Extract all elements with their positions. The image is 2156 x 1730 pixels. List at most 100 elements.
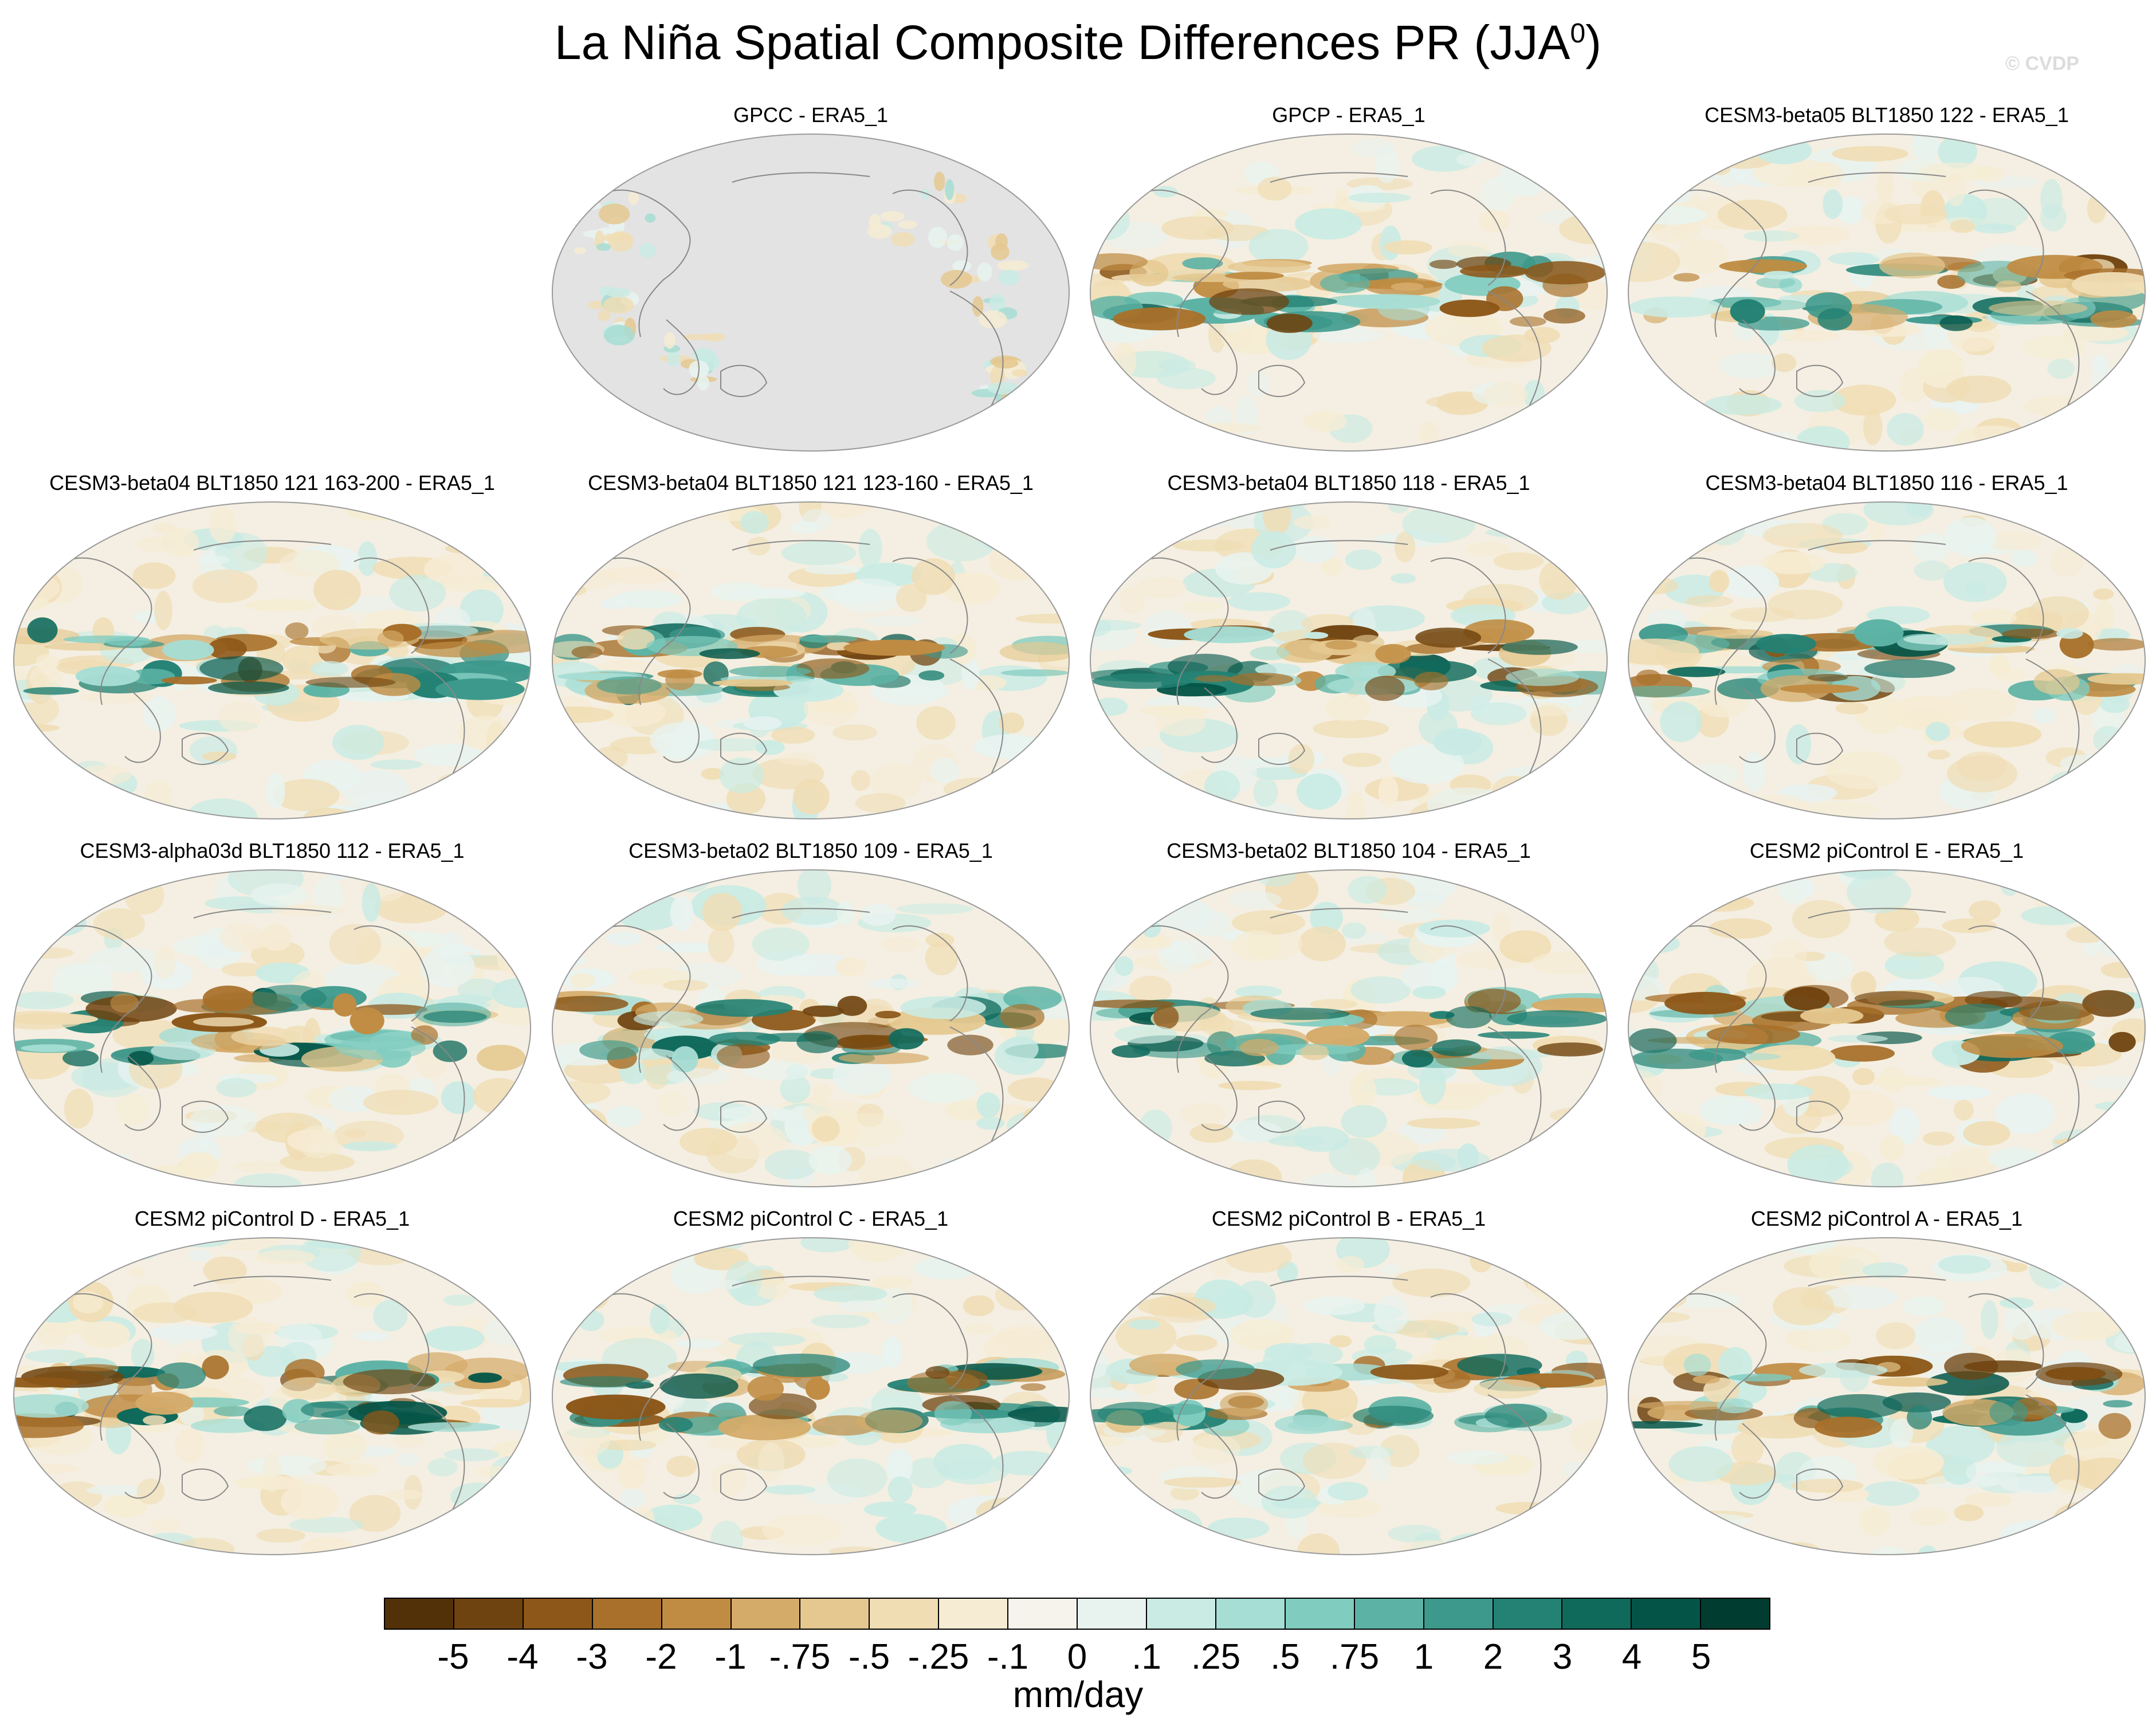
anomaly-patch (1927, 750, 1950, 760)
tropical-anomaly (1195, 675, 1232, 682)
anomaly-patch (1674, 514, 1718, 531)
anomaly-patch (808, 1146, 852, 1175)
coastline (603, 189, 691, 338)
anomaly-patch (1628, 910, 1677, 929)
anomaly-patch (1163, 1477, 1241, 1488)
coastline (182, 1468, 229, 1501)
tropical-anomaly (1306, 1025, 1370, 1048)
anomaly-patch (448, 1238, 524, 1272)
tropical-anomaly (716, 1044, 770, 1069)
tropical-anomaly (2082, 990, 2135, 1017)
colorbar-segment (1493, 1599, 1563, 1629)
anomaly-patch (2114, 1332, 2144, 1353)
anomaly-patch (14, 1168, 68, 1187)
coastline (1808, 172, 1946, 183)
tropical-anomaly (110, 993, 139, 1013)
coastline (1487, 1394, 1542, 1533)
map-panel (1628, 869, 2146, 1187)
anomaly-patch (1717, 199, 1788, 230)
anomaly-patch (233, 1173, 301, 1187)
coastline (2025, 1394, 2080, 1533)
panel-title: GPCP - ERA5_1 (1272, 103, 1425, 127)
anomaly-patch (1299, 1172, 1357, 1187)
anomaly-patch (755, 1277, 790, 1300)
anomaly-patch (1641, 781, 1704, 819)
colorbar-segment (939, 1599, 1009, 1629)
anomaly-patch (2099, 752, 2145, 782)
anomaly-patch (916, 706, 956, 740)
anomaly-patch (1090, 1281, 1129, 1291)
tropical-anomaly (1907, 1405, 1933, 1430)
anomaly-patch (579, 521, 623, 545)
anomaly-patch (1161, 216, 1234, 240)
tropical-anomaly (14, 991, 74, 1010)
coastline (1201, 319, 1238, 395)
tropical-anomaly (1378, 298, 1430, 321)
coastline (411, 658, 465, 797)
tropical-anomaly (616, 628, 655, 650)
colorbar-tick-label: 4 (1621, 1637, 1642, 1677)
anomaly-patch (606, 931, 642, 946)
land-anomaly-patch (603, 324, 635, 346)
anomaly-patch (1495, 794, 1527, 819)
anomaly-patch (1780, 225, 1850, 245)
tropical-anomaly (796, 1031, 839, 1054)
anomaly-patch (1483, 382, 1528, 407)
anomaly-patch (989, 1140, 1022, 1172)
tropical-anomaly (2087, 638, 2145, 651)
anomaly-patch (1668, 1446, 1733, 1482)
coastline (193, 540, 332, 551)
tropical-anomaly (1800, 1007, 1864, 1025)
anomaly-patch (1027, 1103, 1064, 1136)
tropical-anomaly (596, 676, 662, 695)
anomaly-patch (1700, 1095, 1754, 1125)
anomaly-patch (1389, 744, 1464, 784)
anomaly-patch (216, 1078, 257, 1098)
anomaly-patch (144, 780, 172, 812)
anomaly-patch (1261, 1485, 1318, 1519)
tropical-anomaly (729, 665, 811, 677)
anomaly-patch (1012, 905, 1069, 919)
coastline (1796, 364, 1844, 397)
anomaly-patch (1391, 573, 1416, 584)
anomaly-patch (1090, 1165, 1110, 1187)
anomaly-patch (867, 978, 920, 989)
anomaly-patch (1942, 918, 1997, 933)
anomaly-patch (1021, 1537, 1039, 1555)
tropical-anomaly (199, 656, 284, 681)
map-panel (1628, 134, 2146, 452)
anomaly-patch (725, 1260, 763, 1301)
land-anomaly-patch (891, 232, 915, 247)
tropical-anomaly (415, 1002, 492, 1027)
coastline (1739, 319, 1776, 395)
anomaly-patch (863, 1501, 917, 1517)
map-panel (552, 501, 1070, 819)
anomaly-patch (1852, 1068, 1875, 1085)
anomaly-patch (1485, 527, 1558, 538)
anomaly-patch (1518, 1509, 1561, 1540)
anomaly-patch (1135, 747, 1163, 767)
land-anomaly-patch (992, 358, 1019, 369)
anomaly-patch (1718, 1347, 1753, 1383)
anomaly-patch (1946, 172, 1965, 207)
tropical-anomaly (1020, 1383, 1046, 1391)
anomaly-patch (1926, 1426, 1995, 1465)
tropical-anomaly (1097, 1402, 1174, 1426)
tropical-anomaly (925, 1366, 950, 1379)
anomaly-patch (1007, 1110, 1069, 1141)
map-outline (1090, 869, 1608, 1187)
land-anomaly-patch (645, 213, 656, 223)
anomaly-patch (1680, 512, 1733, 552)
anomaly-patch (771, 726, 815, 744)
anomaly-patch (1943, 562, 2007, 602)
tropical-anomaly (343, 1369, 436, 1394)
anomaly-patch (1633, 870, 1707, 899)
anomaly-patch (14, 541, 50, 574)
map-panel (1090, 869, 1608, 1187)
tropical-anomaly (362, 1410, 400, 1435)
land-anomaly-patch (628, 191, 639, 205)
panel-title: CESM3-alpha03d BLT1850 112 - ERA5_1 (80, 839, 465, 862)
tropical-anomaly (1467, 988, 1521, 1014)
anomaly-patch (1205, 406, 1232, 426)
anomaly-patch (764, 1485, 816, 1495)
